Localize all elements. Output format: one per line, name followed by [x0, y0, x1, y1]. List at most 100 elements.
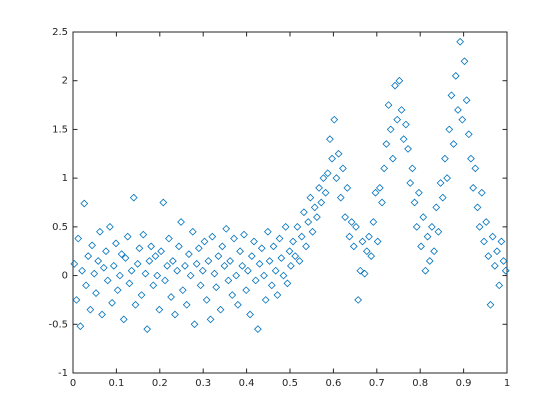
- point: [216, 305, 225, 314]
- point: [220, 261, 229, 270]
- point: [218, 242, 227, 251]
- point: [98, 310, 106, 319]
- point: [384, 101, 393, 109]
- point: [143, 325, 152, 334]
- point: [369, 218, 378, 226]
- point: [371, 188, 380, 197]
- point: [103, 276, 112, 285]
- point: [358, 237, 367, 246]
- point: [279, 271, 288, 280]
- point: [137, 291, 146, 299]
- x-tick-label: 1: [504, 378, 510, 389]
- point: [402, 120, 410, 129]
- point: [404, 145, 412, 153]
- point: [406, 179, 415, 187]
- point: [434, 227, 443, 236]
- point: [228, 291, 237, 299]
- point: [70, 260, 79, 268]
- point: [99, 263, 108, 272]
- point: [315, 184, 323, 192]
- point: [395, 76, 404, 85]
- point: [291, 252, 300, 260]
- y-tick-label: -0.5: [48, 319, 68, 330]
- point: [430, 247, 438, 256]
- x-tick-label: 0: [70, 378, 76, 389]
- point: [244, 266, 252, 275]
- point: [224, 276, 233, 285]
- point: [302, 242, 310, 251]
- point: [206, 315, 215, 324]
- point: [119, 315, 128, 324]
- point: [202, 296, 211, 304]
- point: [198, 266, 207, 275]
- point: [399, 135, 408, 144]
- point: [378, 198, 386, 207]
- point: [139, 230, 148, 239]
- point: [432, 203, 441, 212]
- x-tick-label: 0.5: [282, 378, 298, 389]
- point: [425, 257, 434, 265]
- point: [194, 244, 203, 253]
- point: [428, 222, 436, 231]
- point: [177, 218, 185, 226]
- point: [190, 320, 199, 329]
- point: [443, 174, 451, 183]
- point: [116, 271, 124, 280]
- point: [106, 222, 114, 231]
- point: [373, 237, 382, 246]
- point: [133, 260, 142, 268]
- point: [80, 199, 89, 208]
- point: [332, 174, 341, 183]
- point: [125, 279, 134, 288]
- point: [145, 257, 154, 265]
- point: [347, 218, 356, 226]
- point: [72, 296, 81, 304]
- point: [242, 286, 251, 295]
- point: [264, 227, 272, 236]
- point: [261, 296, 270, 304]
- point: [341, 213, 349, 221]
- x-tick-label: 0.1: [108, 378, 124, 389]
- point: [192, 260, 201, 268]
- point: [265, 257, 274, 265]
- y-tick-label: 0: [62, 271, 68, 282]
- point: [267, 281, 276, 290]
- point: [260, 271, 268, 280]
- point: [317, 198, 326, 207]
- point: [367, 252, 376, 260]
- point: [300, 208, 308, 217]
- point: [471, 164, 480, 173]
- point: [108, 298, 116, 307]
- point: [360, 269, 369, 278]
- point: [74, 234, 83, 243]
- point: [76, 322, 85, 331]
- point: [436, 179, 445, 187]
- point: [421, 266, 430, 275]
- point: [484, 252, 493, 260]
- point: [310, 203, 319, 212]
- point: [464, 130, 473, 139]
- point: [129, 193, 138, 202]
- point: [251, 276, 260, 285]
- point: [230, 234, 238, 243]
- point: [445, 125, 454, 134]
- point: [204, 257, 213, 265]
- point: [281, 222, 290, 231]
- point: [336, 193, 345, 202]
- point: [255, 260, 264, 268]
- point: [168, 257, 177, 265]
- point: [78, 266, 86, 275]
- point: [497, 237, 506, 246]
- point: [109, 261, 118, 270]
- point: [188, 227, 197, 236]
- point: [226, 257, 234, 265]
- point: [88, 241, 96, 250]
- x-tick-label: 0.9: [456, 378, 472, 389]
- y-tick-label: 0.5: [52, 222, 68, 233]
- point: [456, 37, 464, 46]
- point: [419, 213, 428, 221]
- point: [323, 169, 332, 178]
- point: [449, 140, 458, 148]
- point: [480, 237, 488, 246]
- point: [495, 281, 504, 290]
